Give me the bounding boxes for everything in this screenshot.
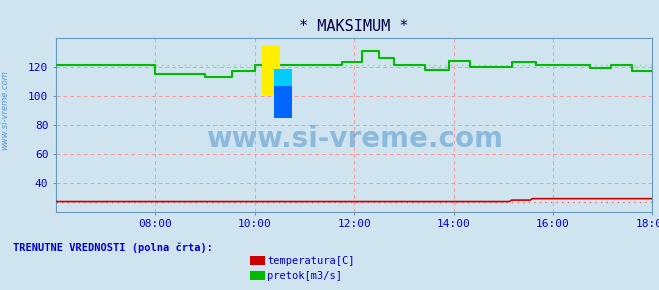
Title: * MAKSIMUM *: * MAKSIMUM *: [299, 19, 409, 34]
Text: www.si-vreme.com: www.si-vreme.com: [1, 70, 10, 150]
Bar: [273, 69, 291, 86]
Text: TRENUTNE VREDNOSTI (polna črta):: TRENUTNE VREDNOSTI (polna črta):: [13, 242, 213, 253]
Bar: [273, 69, 291, 118]
Text: www.si-vreme.com: www.si-vreme.com: [206, 125, 503, 153]
Text: pretok[m3/s]: pretok[m3/s]: [267, 271, 342, 281]
Bar: [262, 46, 279, 95]
Text: temperatura[C]: temperatura[C]: [267, 256, 355, 266]
